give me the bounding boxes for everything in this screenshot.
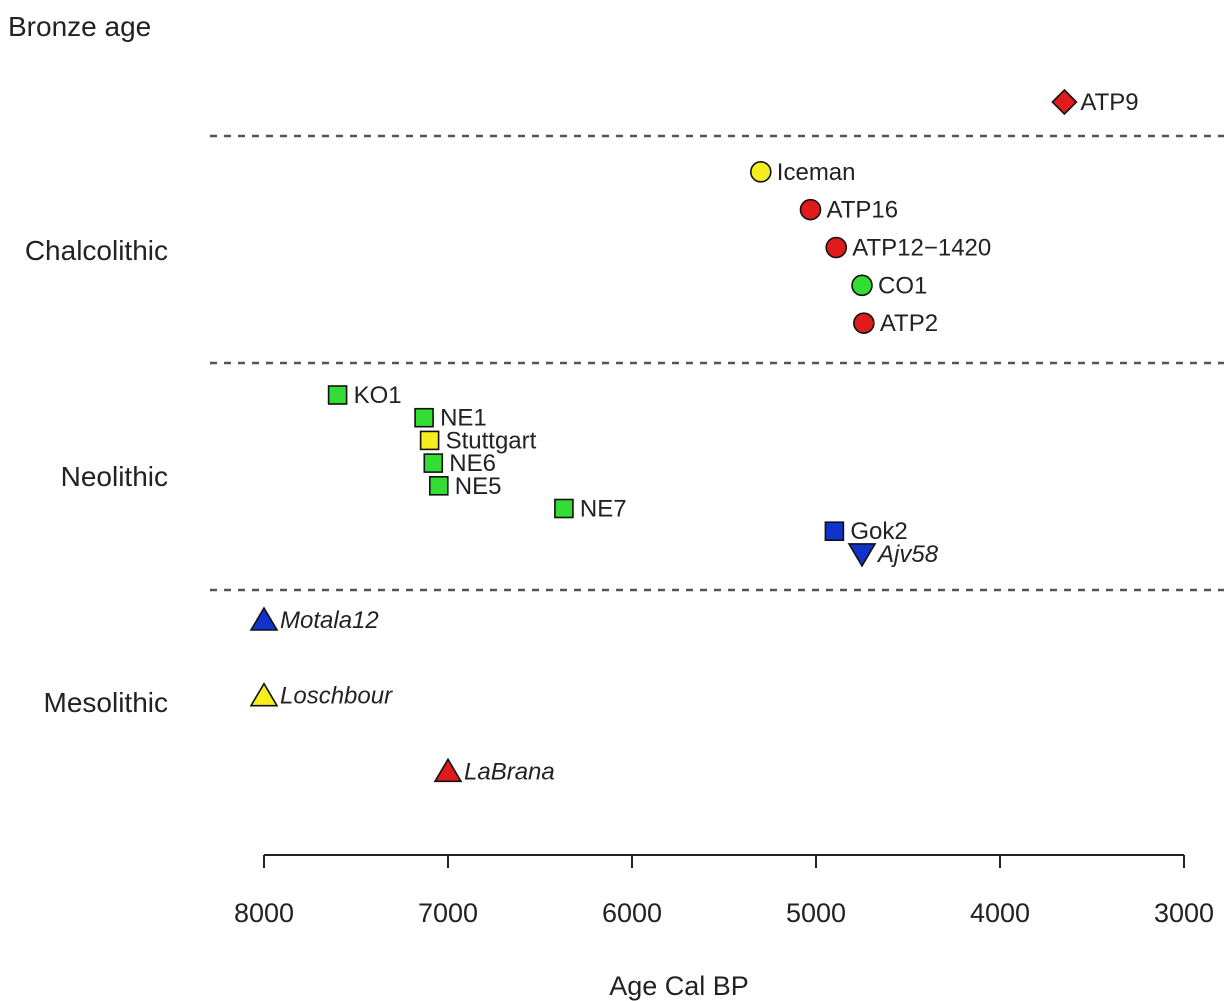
point-ne7 bbox=[554, 498, 574, 519]
point-co1 bbox=[851, 274, 873, 297]
x-tick-label-3000: 3000 bbox=[1154, 898, 1214, 928]
point-gok2 bbox=[824, 521, 845, 542]
point-ne1 bbox=[414, 407, 434, 428]
period-label-chalcolithic: Chalcolithic bbox=[25, 235, 168, 266]
point-label-atp12-1420: ATP12−1420 bbox=[852, 235, 991, 262]
x-tick-label-4000: 4000 bbox=[970, 898, 1030, 928]
period-label-mesolithic: Mesolithic bbox=[44, 687, 168, 718]
point-label-ne1: NE1 bbox=[440, 405, 487, 432]
point-label-stuttgart: Stuttgart bbox=[446, 427, 537, 454]
x-tick-label-5000: 5000 bbox=[786, 898, 846, 928]
point-label-gok2: Gok2 bbox=[850, 518, 907, 545]
period-label-bronze-age: Bronze age bbox=[8, 11, 151, 42]
period-label-neolithic: Neolithic bbox=[61, 461, 168, 492]
point-ajv58 bbox=[847, 543, 877, 568]
point-label-atp2: ATP2 bbox=[880, 310, 938, 337]
point-ko1 bbox=[327, 385, 348, 405]
point-atp12-1420 bbox=[825, 236, 848, 259]
point-ne6 bbox=[423, 453, 444, 473]
point-label-ajv58: Ajv58 bbox=[876, 541, 939, 568]
point-label-iceman: Iceman bbox=[777, 159, 856, 186]
x-tick-label-7000: 7000 bbox=[418, 898, 478, 928]
point-atp9 bbox=[1051, 88, 1078, 116]
point-stuttgart bbox=[419, 430, 440, 451]
point-labrana bbox=[433, 757, 463, 783]
x-tick-label-6000: 6000 bbox=[602, 898, 662, 928]
point-label-ne5: NE5 bbox=[455, 473, 502, 500]
point-label-ne6: NE6 bbox=[449, 450, 496, 477]
point-atp2 bbox=[853, 312, 875, 334]
x-tick-label-8000: 8000 bbox=[234, 898, 294, 928]
data-points: ATP9 Iceman ATP16 ATP12−1420 CO1 ATP2 KO1 NE1St… bbox=[249, 88, 1139, 785]
point-label-atp9: ATP9 bbox=[1080, 89, 1138, 116]
point-label-motala12: Motala12 bbox=[280, 607, 379, 634]
point-atp16 bbox=[799, 198, 822, 221]
x-axis-title: Age Cal BP bbox=[609, 971, 749, 1001]
point-label-atp16: ATP16 bbox=[826, 197, 898, 224]
point-ne5 bbox=[428, 475, 449, 496]
point-motala12 bbox=[249, 606, 279, 631]
point-iceman bbox=[749, 161, 772, 183]
point-label-labrana: LaBrana bbox=[464, 758, 555, 785]
point-label-co1: CO1 bbox=[878, 272, 927, 299]
point-loschbour bbox=[249, 682, 279, 707]
point-label-ne7: NE7 bbox=[580, 496, 627, 523]
point-label-ko1: KO1 bbox=[354, 382, 402, 409]
x-axis: 8000 7000 6000 5000 4000 3000 bbox=[234, 854, 1214, 928]
point-label-loschbour: Loschbour bbox=[280, 683, 393, 710]
